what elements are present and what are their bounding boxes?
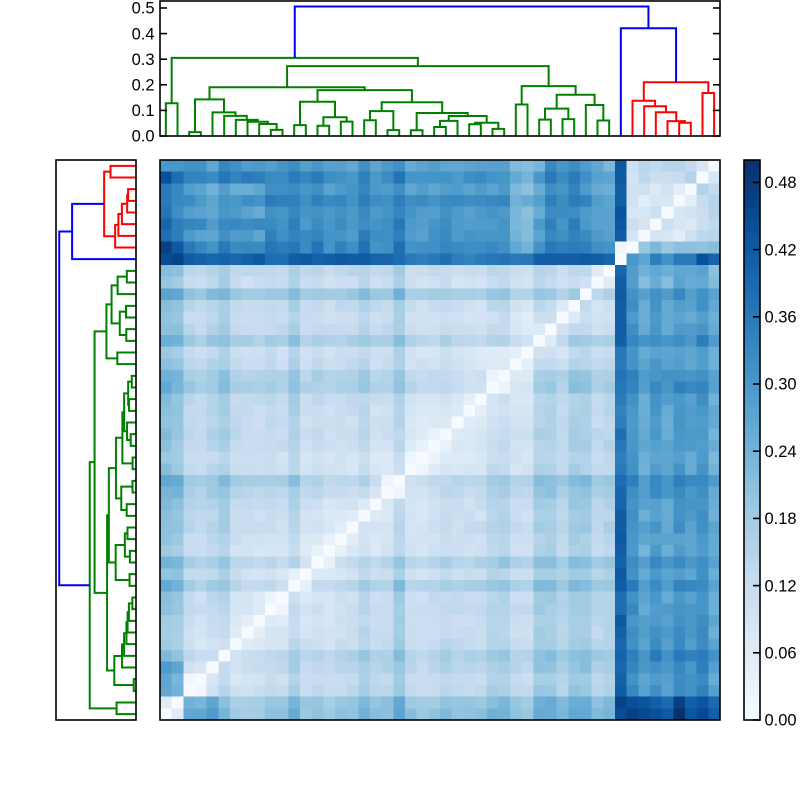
svg-text:0.4: 0.4	[132, 25, 155, 43]
svg-text:0.42: 0.42	[765, 241, 797, 259]
svg-text:0.48: 0.48	[765, 174, 797, 192]
svg-text:0.30: 0.30	[765, 376, 797, 394]
svg-text:0.18: 0.18	[765, 510, 797, 528]
svg-text:0.06: 0.06	[765, 645, 797, 663]
svg-text:0.3: 0.3	[132, 51, 155, 69]
svg-text:0.2: 0.2	[132, 77, 155, 95]
svg-text:0.36: 0.36	[765, 309, 797, 327]
svg-text:0.5: 0.5	[132, 0, 155, 18]
svg-text:0.12: 0.12	[765, 577, 797, 595]
svg-text:0.00: 0.00	[765, 712, 797, 730]
svg-text:0.1: 0.1	[132, 102, 155, 120]
svg-text:0.0: 0.0	[132, 128, 155, 146]
svg-text:0.24: 0.24	[765, 443, 797, 461]
